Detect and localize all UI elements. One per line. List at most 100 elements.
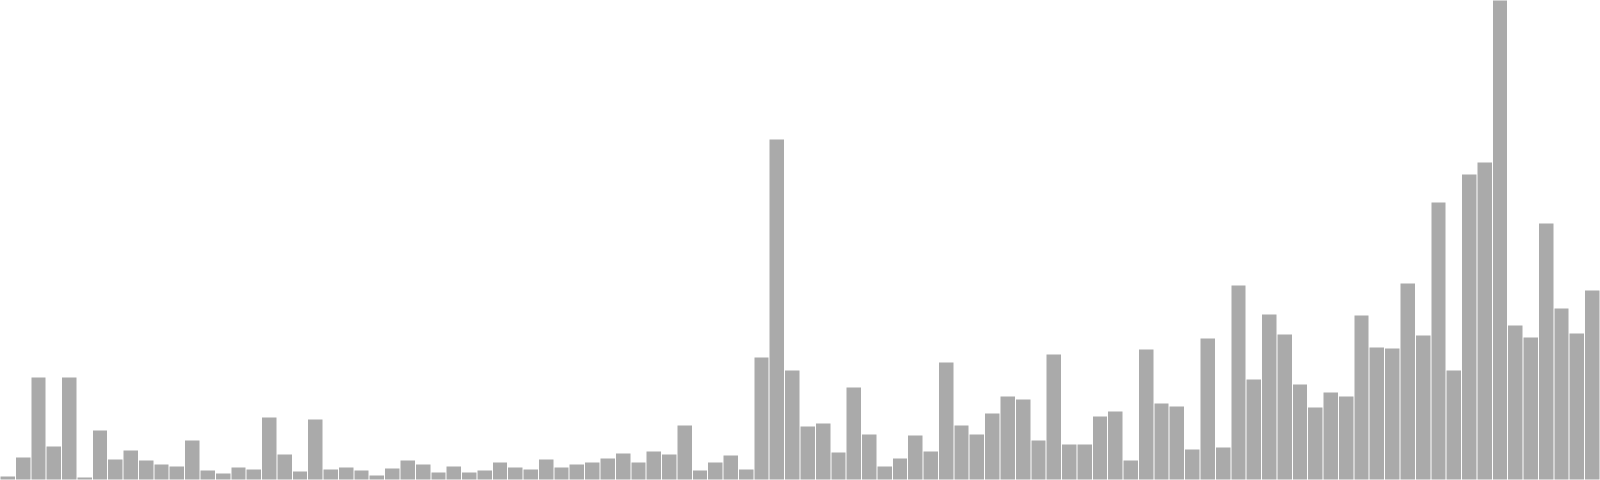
bar <box>1461 173 1478 480</box>
bar <box>291 470 309 480</box>
bar <box>1584 289 1600 480</box>
bar <box>676 424 693 480</box>
bar <box>599 457 616 480</box>
bar <box>568 463 586 480</box>
bar <box>276 453 293 480</box>
bar <box>214 472 232 480</box>
bar <box>1230 284 1247 480</box>
bar <box>707 461 724 480</box>
bar <box>322 468 339 480</box>
bar <box>107 458 124 480</box>
bar <box>307 418 324 480</box>
bar <box>753 356 770 480</box>
bar <box>861 433 878 480</box>
bar <box>722 454 739 480</box>
bar <box>1307 406 1324 480</box>
bar <box>1414 334 1432 480</box>
bar <box>1076 443 1093 480</box>
bar <box>1322 391 1339 480</box>
bar <box>1522 336 1539 480</box>
bar <box>353 469 370 480</box>
bar <box>1199 337 1216 480</box>
bar <box>168 465 186 480</box>
bar <box>1045 353 1063 480</box>
bar <box>337 466 355 480</box>
bar <box>184 439 201 480</box>
bar <box>91 429 109 480</box>
bar <box>1476 161 1493 480</box>
bar <box>1553 307 1570 480</box>
bar <box>1399 282 1416 480</box>
bar <box>553 466 570 480</box>
bar <box>584 461 601 480</box>
bar <box>14 456 32 480</box>
bar <box>199 469 216 480</box>
bar <box>0 475 16 480</box>
bar <box>1214 446 1232 480</box>
bar <box>245 468 263 480</box>
bar <box>1061 443 1078 480</box>
bar <box>937 361 955 480</box>
bar <box>1491 0 1509 480</box>
bar <box>1568 332 1586 480</box>
bar <box>630 461 647 480</box>
bar <box>1184 448 1201 480</box>
bar <box>1245 378 1263 480</box>
bar <box>368 474 386 480</box>
bar <box>1168 405 1186 480</box>
bar <box>491 461 509 480</box>
bar <box>230 466 247 480</box>
bar <box>1122 459 1139 480</box>
bar <box>537 458 555 480</box>
bar <box>1430 201 1447 480</box>
bar <box>1384 347 1401 480</box>
bar <box>737 468 755 480</box>
bar <box>1507 324 1524 480</box>
bar <box>891 457 909 480</box>
bar <box>614 452 632 480</box>
bar <box>1153 402 1170 480</box>
bar <box>30 376 47 480</box>
bar <box>999 395 1016 480</box>
bar <box>1537 222 1555 480</box>
bar <box>1276 333 1293 480</box>
bar <box>399 459 416 480</box>
bar <box>1261 313 1278 480</box>
bar <box>61 376 78 480</box>
bar <box>122 449 139 480</box>
bar <box>645 450 663 480</box>
bar <box>153 463 170 480</box>
bar <box>876 465 893 480</box>
bar <box>1014 398 1032 480</box>
bar <box>799 425 816 480</box>
bar <box>414 463 432 480</box>
bar <box>1107 410 1124 480</box>
bar <box>137 459 155 480</box>
bar <box>1368 346 1386 480</box>
bar <box>1030 439 1047 480</box>
bar <box>1291 383 1309 480</box>
bar <box>784 369 801 480</box>
bar <box>922 450 939 480</box>
bar <box>430 471 447 480</box>
bar <box>261 416 278 480</box>
bar <box>445 465 463 480</box>
bar <box>968 433 986 480</box>
bar <box>845 386 863 480</box>
bar <box>907 434 924 480</box>
bar <box>1337 395 1355 480</box>
bar <box>814 422 832 480</box>
bar <box>830 451 847 480</box>
bar <box>1137 348 1155 480</box>
bar <box>45 445 63 480</box>
bar <box>661 453 678 480</box>
bar <box>522 468 539 480</box>
bar <box>1091 415 1109 480</box>
bar <box>384 467 401 480</box>
bar <box>476 469 493 480</box>
bar <box>1445 369 1463 480</box>
bar <box>691 469 709 480</box>
bar <box>507 466 524 480</box>
